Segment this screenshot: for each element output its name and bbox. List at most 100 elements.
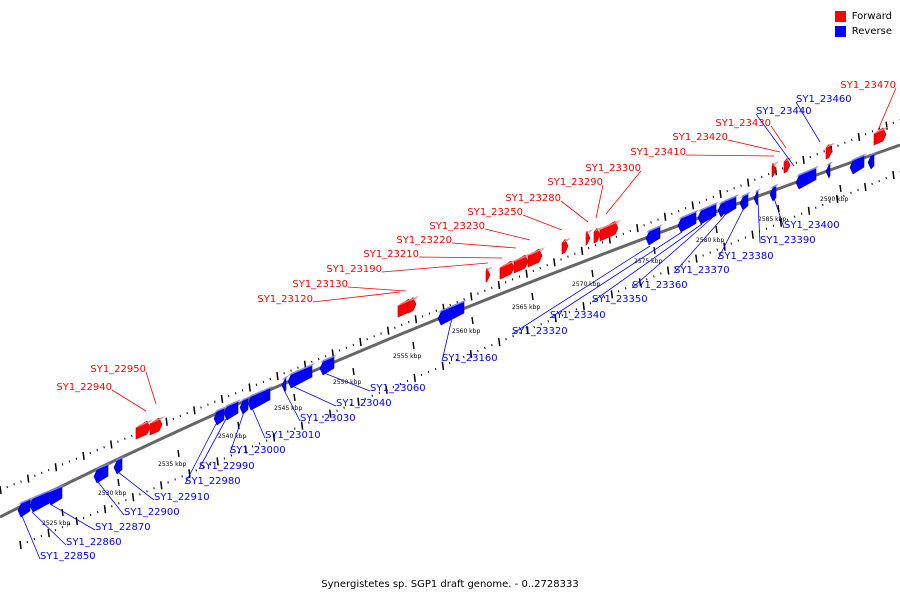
gene-label[interactable]: SY1_23350	[592, 294, 648, 305]
gene-label[interactable]: SY1_23360	[632, 280, 688, 291]
reverse-gene[interactable]	[113, 455, 125, 475]
forward-gene[interactable]	[771, 161, 779, 178]
gene-label-group[interactable]: SY1_23120	[257, 291, 401, 305]
gene-label-group[interactable]: SY1_23390	[757, 201, 816, 246]
reverse-gene[interactable]	[287, 362, 315, 389]
gene-label-group[interactable]: SY1_23250	[467, 207, 563, 231]
gene-label-group[interactable]: SY1_23210	[363, 249, 503, 260]
reverse-gene[interactable]	[697, 201, 719, 225]
gene-label-group[interactable]: SY1_23280	[505, 193, 589, 223]
gene-label-group[interactable]: SY1_22900	[97, 481, 180, 518]
reverse-gene[interactable]	[47, 484, 65, 506]
gene-label-group[interactable]: SY1_23340	[549, 231, 683, 321]
forward-gene[interactable]	[585, 229, 593, 246]
reverse-gene[interactable]	[753, 188, 761, 206]
gene-label-group[interactable]: SY1_22910	[117, 471, 210, 503]
gene-label-group[interactable]: SY1_23320	[511, 245, 651, 337]
reverse-gene[interactable]	[29, 487, 55, 513]
gene-label[interactable]: SY1_22870	[95, 522, 151, 533]
reverse-gene[interactable]	[645, 224, 663, 246]
reverse-gene[interactable]	[17, 496, 33, 518]
forward-gene[interactable]	[135, 419, 153, 440]
reverse-gene[interactable]	[867, 151, 877, 170]
gene-label[interactable]: SY1_23250	[467, 207, 523, 218]
forward-gene[interactable]	[825, 142, 835, 160]
gene-label-group[interactable]: SY1_23440	[755, 106, 812, 167]
gene-label[interactable]: SY1_22900	[124, 507, 180, 518]
gene-label-group[interactable]: SY1_23470	[840, 80, 897, 131]
gene-label[interactable]: SY1_23230	[429, 221, 485, 232]
forward-gene[interactable]	[561, 237, 571, 255]
gene-label[interactable]: SY1_23410	[630, 147, 686, 158]
gene-label[interactable]: SY1_23380	[718, 251, 774, 262]
gene-label-group[interactable]: SY1_22940	[56, 382, 147, 412]
reverse-gene[interactable]	[721, 194, 739, 216]
forward-gene[interactable]	[407, 295, 419, 314]
gene-label[interactable]: SY1_23010	[265, 430, 321, 441]
gene-label[interactable]: SY1_23420	[672, 132, 728, 143]
gene-label-group[interactable]: SY1_23350	[591, 223, 703, 305]
gene-label[interactable]: SY1_22940	[56, 382, 112, 393]
reverse-gene[interactable]	[677, 209, 699, 233]
gene-label-group[interactable]: SY1_23290	[547, 177, 604, 219]
gene-label-group[interactable]: SY1_22980	[184, 423, 241, 487]
gene-label-group[interactable]: SY1_23370	[673, 213, 730, 276]
gene-label[interactable]: SY1_23130	[292, 279, 348, 290]
gene-label[interactable]: SY1_23280	[505, 193, 561, 204]
gene-label-group[interactable]: SY1_23160	[441, 317, 498, 364]
gene-label[interactable]: SY1_23000	[230, 445, 286, 456]
gene-label-group[interactable]: SY1_23190	[326, 262, 489, 275]
gene-label-group[interactable]: SY1_23060	[323, 372, 426, 394]
reverse-gene[interactable]	[739, 191, 751, 211]
gene-label[interactable]: SY1_23030	[300, 413, 356, 424]
gene-label-group[interactable]: SY1_23410	[630, 147, 775, 158]
reverse-gene[interactable]	[223, 399, 241, 421]
gene-label[interactable]: SY1_23370	[674, 265, 730, 276]
gene-label-group[interactable]: SY1_23230	[429, 221, 531, 241]
gene-label[interactable]: SY1_23060	[370, 383, 426, 394]
gene-label-group[interactable]: SY1_23360	[631, 217, 713, 291]
gene-label[interactable]: SY1_22980	[185, 476, 241, 487]
forward-gene[interactable]	[593, 226, 603, 244]
gene-label[interactable]: SY1_23470	[840, 80, 896, 91]
gene-label[interactable]: SY1_23320	[512, 326, 568, 337]
reverse-gene[interactable]	[319, 354, 337, 376]
gene-label[interactable]: SY1_22850	[40, 551, 96, 562]
gene-label-group[interactable]: SY1_23130	[292, 279, 407, 292]
reverse-gene[interactable]	[437, 299, 467, 326]
gene-label[interactable]: SY1_23390	[760, 235, 816, 246]
gene-label[interactable]: SY1_23300	[585, 163, 641, 174]
gene-label-group[interactable]: SY1_23220	[396, 235, 517, 249]
gene-label-group[interactable]: SY1_22870	[49, 503, 151, 533]
gene-label[interactable]: SY1_23430	[715, 118, 771, 129]
gene-label-group[interactable]: SY1_22990	[198, 418, 255, 472]
gene-label-group[interactable]: SY1_22850	[21, 515, 96, 562]
gene-label-group[interactable]: SY1_23030	[283, 389, 356, 424]
reverse-gene[interactable]	[795, 165, 819, 190]
reverse-gene[interactable]	[825, 161, 833, 179]
gene-label-group[interactable]: SY1_23380	[717, 207, 774, 262]
forward-gene[interactable]	[873, 125, 889, 146]
gene-label-group[interactable]: SY1_23010	[251, 407, 321, 441]
reverse-gene[interactable]	[849, 153, 867, 175]
gene-label[interactable]: SY1_22910	[154, 492, 210, 503]
forward-gene[interactable]	[513, 253, 531, 274]
gene-label[interactable]: SY1_23220	[396, 235, 452, 246]
gene-label-group[interactable]: SY1_22860	[31, 511, 122, 548]
reverse-gene[interactable]	[213, 405, 227, 426]
gene-label[interactable]: SY1_23400	[784, 220, 840, 231]
gene-label[interactable]: SY1_23190	[326, 264, 382, 275]
reverse-gene[interactable]	[93, 462, 111, 484]
gene-label-group[interactable]: SY1_23000	[229, 411, 286, 456]
forward-gene[interactable]	[527, 247, 545, 268]
gene-label-group[interactable]: SY1_23400	[773, 197, 840, 231]
forward-gene[interactable]	[485, 266, 493, 283]
forward-gene[interactable]	[599, 219, 621, 242]
gene-label-group[interactable]: SY1_23300	[585, 163, 642, 215]
gene-label-group[interactable]: SY1_23420	[672, 132, 781, 153]
gene-label[interactable]: SY1_22950	[90, 364, 146, 375]
gene-label-group[interactable]: SY1_23460	[795, 94, 852, 143]
gene-label-group[interactable]: SY1_22950	[90, 364, 157, 405]
forward-gene[interactable]	[149, 415, 165, 436]
gene-label[interactable]: SY1_23340	[550, 310, 606, 321]
